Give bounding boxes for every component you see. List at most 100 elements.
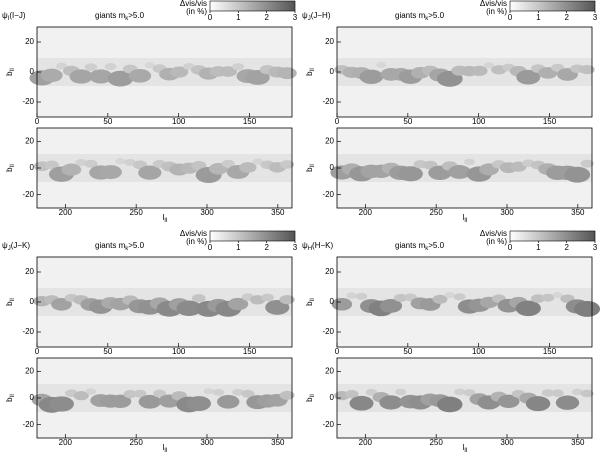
colorbar — [209, 0, 296, 12]
text-part: >5.0 — [428, 241, 444, 250]
x-tick-label: 0 — [35, 347, 40, 356]
y-axis-label: bII — [305, 164, 315, 172]
contour-blob — [138, 394, 161, 409]
text-part: giants m — [95, 241, 126, 250]
x-tick-label: 150 — [243, 117, 257, 126]
x-tick-label: 250 — [129, 438, 143, 447]
contour-blob — [463, 158, 475, 166]
sample-label: giants mk>5.0 — [395, 241, 445, 251]
colorbar-tick-label: 3 — [593, 13, 598, 22]
y-tick-label: -20 — [322, 97, 334, 106]
contour-blob — [574, 300, 600, 317]
colorbar — [509, 230, 596, 242]
y-tick-label: 0 — [30, 297, 35, 306]
subscript: II — [10, 394, 16, 398]
contour-blob — [346, 292, 358, 299]
text-part: b — [5, 71, 14, 76]
contour-blob — [84, 159, 98, 168]
contour-blob — [232, 388, 244, 396]
text-part: giants m — [395, 11, 426, 20]
contour-blob — [359, 69, 384, 85]
x-axis-label: lII — [162, 443, 167, 453]
x-tick-label: 50 — [103, 347, 112, 356]
y-tick-label: 0 — [30, 67, 35, 76]
text-part: b — [305, 71, 314, 76]
subscript: II — [310, 298, 316, 302]
y-tick-label: 0 — [330, 393, 335, 402]
colorbar — [209, 230, 296, 242]
colorbar-label: Δvis/vis — [180, 229, 207, 238]
colorbar-tick-label: 1 — [536, 13, 541, 22]
contour-blob — [280, 160, 295, 169]
subscript: II — [164, 218, 168, 224]
x-tick-label: 50 — [403, 347, 412, 356]
y-tick-label: -20 — [322, 327, 334, 336]
contour-blob — [463, 389, 476, 397]
subscript: I — [8, 16, 10, 22]
x-tick-label: 100 — [472, 347, 486, 356]
panel-title: ψJ(J−K) — [2, 241, 30, 251]
contour-blob — [99, 165, 122, 180]
x-tick-label: 300 — [500, 208, 514, 217]
text-part: ψ — [2, 241, 8, 250]
contour-blob — [153, 389, 167, 398]
contour-blob — [483, 62, 495, 69]
text-part: ψ — [302, 241, 308, 250]
contour-blob — [365, 388, 378, 396]
colorbar-unit: (in %) — [186, 237, 207, 246]
contour-blob — [579, 64, 595, 75]
contour-blob — [580, 159, 594, 168]
colorbar-tick-label: 0 — [508, 243, 513, 252]
contour-blob — [376, 62, 387, 69]
subscript: H — [308, 246, 312, 252]
colorbar-tick-label: 1 — [536, 243, 541, 252]
contour-blob — [395, 388, 407, 396]
y-tick-label: 0 — [330, 67, 335, 76]
text-part: ψ — [2, 11, 8, 20]
contour-blob — [355, 292, 368, 300]
contour-blob — [394, 293, 408, 302]
panel-title: ψI(I−J) — [2, 11, 26, 21]
contour-blob — [123, 389, 137, 399]
x-tick-label: 350 — [271, 208, 285, 217]
y-axis-label: bII — [5, 298, 15, 306]
contour-blob — [453, 293, 466, 301]
y-tick-label: -20 — [322, 190, 334, 199]
contour-blob — [138, 165, 162, 180]
sample-label: giants mk>5.0 — [95, 241, 145, 251]
x-tick-label: 300 — [200, 208, 214, 217]
contour-blob — [497, 394, 520, 408]
text-part: (J−H) — [311, 11, 331, 20]
contour-blob — [552, 292, 563, 299]
text-part: b — [5, 397, 14, 402]
text-part: b — [5, 167, 14, 172]
x-tick-label: 350 — [571, 438, 585, 447]
sample-label: giants mk>5.0 — [395, 11, 445, 21]
contour-blob — [44, 160, 59, 170]
subscript: II — [164, 448, 168, 454]
text-part: ψ — [302, 11, 308, 20]
colorbar-label: Δvis/vis — [480, 229, 507, 238]
subscript: II — [464, 218, 468, 224]
x-tick-label: 350 — [571, 208, 585, 217]
colorbar-unit: (in %) — [186, 7, 207, 16]
y-tick-label: 20 — [25, 267, 34, 276]
subscript: J — [8, 246, 11, 252]
x-tick-label: 150 — [243, 347, 257, 356]
y-axis-label: bII — [305, 68, 315, 76]
y-tick-label: 20 — [325, 366, 334, 375]
contour-blob — [84, 63, 98, 71]
y-tick-label: -20 — [22, 97, 34, 106]
x-axis-label: lII — [162, 213, 167, 223]
contour-blob — [525, 396, 551, 412]
contour-blob — [564, 166, 591, 183]
contour-blob — [245, 70, 270, 85]
contour-blob — [40, 68, 63, 83]
colorbar-tick-label: 1 — [236, 243, 241, 252]
contour-blob — [217, 394, 240, 409]
y-axis-label: bII — [5, 68, 15, 76]
contour-blob — [69, 69, 93, 84]
subscript: J — [308, 16, 311, 22]
colorbar-tick-label: 0 — [208, 13, 213, 22]
sample-label: giants mk>5.0 — [95, 11, 145, 21]
